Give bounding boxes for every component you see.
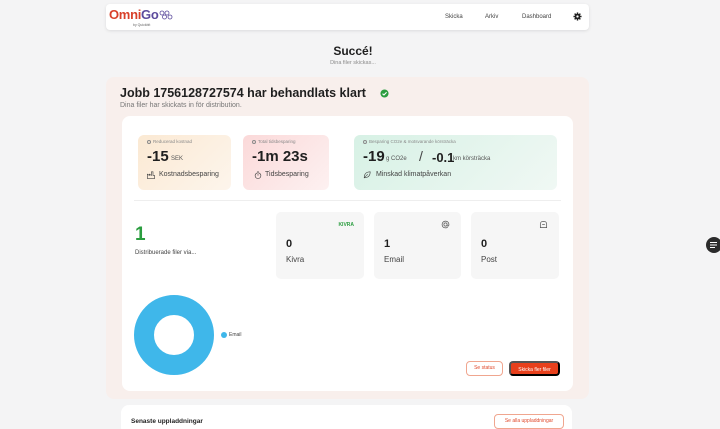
cost-saving-stat: Reducerad kostnad -15 SEK Kostnadsbespar… <box>138 135 231 190</box>
page-subtitle: Dina filer skickas... <box>330 60 376 66</box>
kivra-logo-badge: KIVRA <box>338 222 354 228</box>
nav-arkiv[interactable]: Arkiv <box>485 14 499 20</box>
channel-count: 1 <box>384 238 391 250</box>
time-stat-caption: Tidsbesparing <box>265 171 309 178</box>
check-circle-icon <box>380 89 389 98</box>
see-all-uploads-button[interactable]: Se alla uppladdningar <box>494 414 564 429</box>
cost-stat-caption: Kostnadsbesparing <box>159 171 219 178</box>
at-icon <box>441 220 450 229</box>
logo-subtext: by Quickbit <box>133 23 151 27</box>
job-title: Jobb 1756128727574 har behandlats klart <box>120 86 366 100</box>
recent-uploads-card: Senaste uppladdningar Se alla uppladdnin… <box>121 405 572 429</box>
see-status-button[interactable]: Se status <box>466 361 503 376</box>
legend-label-email: Email <box>229 332 242 338</box>
co2-saving-stat: Besparing CO2e & motsvarande körsträcka … <box>354 135 557 190</box>
channel-card-post: 0 Post <box>471 212 559 279</box>
distance-stat-value: -0.1 <box>432 150 455 165</box>
logo-omni-text: Omni <box>109 7 142 22</box>
factory-icon <box>147 171 155 179</box>
channel-name: Email <box>384 255 405 264</box>
cost-stat-unit: SEK <box>171 156 184 162</box>
distributed-label: Distribuerade filer via... <box>135 250 197 256</box>
cost-stat-label: Reducerad kostnad <box>147 139 192 144</box>
assistant-icon <box>710 242 717 248</box>
channel-card-kivra: KIVRA 0 Kivra <box>276 212 364 279</box>
distribution-donut-chart <box>134 295 214 375</box>
time-stat-value: -1m 23s <box>252 148 308 165</box>
donut-slice-email <box>134 295 214 375</box>
channel-card-email: 1 Email <box>374 212 461 279</box>
leaf-icon <box>363 171 371 179</box>
recent-uploads-title: Senaste uppladdningar <box>131 418 203 425</box>
channel-name: Post <box>481 255 498 264</box>
stat-separator: / <box>419 148 423 164</box>
gear-icon[interactable] <box>573 12 582 21</box>
channel-name: Kivra <box>286 255 305 264</box>
nav-dashboard[interactable]: Dashboard <box>522 14 552 20</box>
nav-skicka[interactable]: Skicka <box>445 14 463 20</box>
logo-go-text: Go <box>141 7 159 22</box>
page-title: Succé! <box>333 44 373 58</box>
job-summary-panel: Reducerad kostnad -15 SEK Kostnadsbespar… <box>122 116 573 391</box>
channel-count: 0 <box>286 238 293 250</box>
floating-assistant-button[interactable] <box>706 237 720 253</box>
distance-stat-unit: km körsträcka <box>453 156 491 162</box>
cost-stat-label-text: Reducerad kostnad <box>153 139 193 144</box>
top-navbar: OmniGo by Quickbit Skicka Arkiv Dashboar… <box>106 4 589 30</box>
co2-stat-unit: g CO2e <box>386 156 407 162</box>
channel-count: 0 <box>481 238 488 250</box>
co2-stat-value: -19 <box>363 148 385 165</box>
logo-dots-icon <box>159 10 173 20</box>
legend-swatch-email <box>221 332 227 338</box>
time-saving-stat: Total tidsbesparing -1m 23s Tidsbesparin… <box>243 135 329 190</box>
job-result-card: Jobb 1756128727574 har behandlats klart … <box>106 77 589 399</box>
cost-stat-value: -15 <box>147 148 169 165</box>
omnigo-logo[interactable]: OmniGo <box>109 7 159 22</box>
time-stat-label: Total tidsbesparing <box>252 139 296 144</box>
job-subtitle: Dina filer har skickats in för distribut… <box>120 102 242 109</box>
send-more-files-button[interactable]: Skicka fler filer <box>509 361 560 376</box>
co2-stat-label: Besparing CO2e & motsvarande körsträcka <box>363 139 456 144</box>
co2-stat-caption: Minskad klimatpåverkan <box>376 171 452 178</box>
mailbox-icon <box>539 220 548 229</box>
co2-stat-label-text: Besparing CO2e & motsvarande körsträcka <box>369 139 456 144</box>
stopwatch-icon <box>254 171 262 179</box>
time-stat-label-text: Total tidsbesparing <box>258 139 296 144</box>
section-divider <box>134 200 561 201</box>
distributed-count: 1 <box>135 224 146 245</box>
